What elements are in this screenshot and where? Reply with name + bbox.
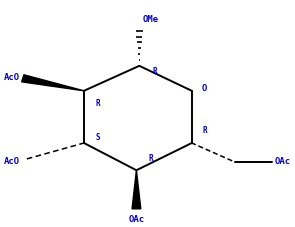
Text: S: S <box>96 133 100 142</box>
Text: R: R <box>153 67 157 76</box>
Text: O: O <box>202 84 207 93</box>
Text: R: R <box>96 99 100 108</box>
Polygon shape <box>22 75 84 91</box>
Text: AcO: AcO <box>4 157 20 166</box>
Text: OMe: OMe <box>142 15 158 24</box>
Text: R: R <box>203 126 207 135</box>
Text: R: R <box>148 154 153 163</box>
Text: AcO: AcO <box>4 73 20 82</box>
Text: OAc: OAc <box>128 215 145 224</box>
Text: OAc: OAc <box>275 157 291 166</box>
Polygon shape <box>132 170 141 209</box>
